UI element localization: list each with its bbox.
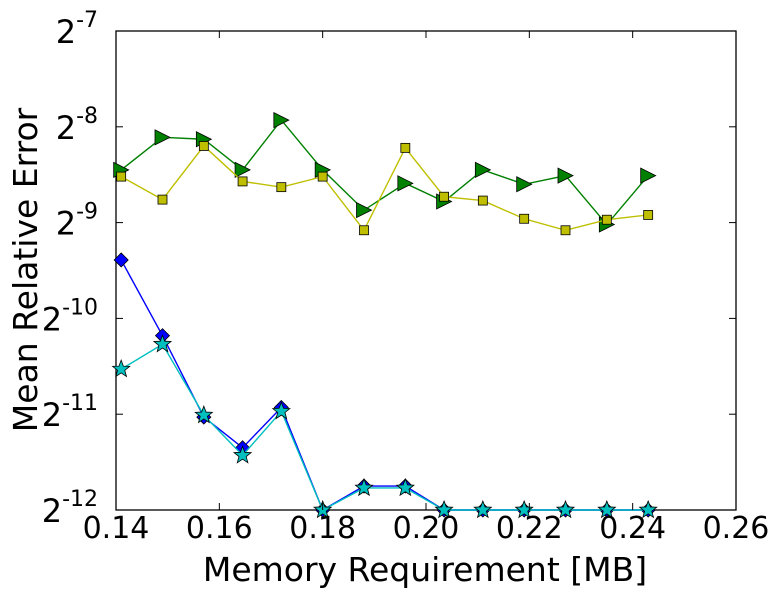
y-axis-ticks: 2-12 2-11 2-10 2-9 2-8 2-7: [42, 8, 736, 530]
x-axis-ticks: 0.14 0.16 0.18 0.20 0.22 0.24 0.26: [83, 31, 770, 546]
data-point-triangle: [356, 201, 373, 219]
data-point-triangle: [397, 175, 414, 192]
x-tick-label: 0.18: [289, 511, 356, 546]
data-point-diamond: [113, 252, 129, 268]
data-point-square: [400, 142, 411, 153]
data-point-square: [519, 213, 530, 224]
y-tick-label: 2-7: [56, 8, 98, 51]
data-point-star: [555, 499, 576, 519]
data-point-star: [232, 445, 253, 464]
series-4: [111, 334, 658, 519]
data-point-square: [601, 214, 612, 225]
data-point-star: [395, 477, 415, 497]
data-point-square: [317, 171, 328, 182]
data-point-star: [638, 499, 658, 519]
data-point-triangle: [474, 161, 492, 179]
data-point-star: [473, 499, 493, 519]
y-tick-label: 2-10: [42, 295, 98, 338]
x-tick-label: 0.14: [83, 511, 150, 546]
data-point-star: [514, 499, 534, 519]
data-point-triangle: [234, 161, 251, 179]
x-axis-label: Memory Requirement [MB]: [203, 550, 647, 589]
data-point-star: [271, 401, 291, 420]
data-point-triangle: [154, 129, 171, 146]
x-tick-label: 0.22: [496, 511, 563, 546]
series-layer: [111, 111, 658, 519]
data-point-triangle: [273, 111, 290, 129]
y-tick-label: 2-8: [56, 104, 98, 147]
x-tick-label: 0.20: [393, 511, 460, 546]
data-point-star: [194, 405, 214, 424]
x-tick-label: 0.26: [703, 511, 770, 546]
data-point-square: [237, 176, 248, 187]
series-2: [116, 141, 654, 236]
data-point-square: [477, 195, 488, 206]
x-tick-label: 0.16: [186, 511, 253, 546]
data-point-square: [359, 225, 369, 236]
series-line: [120, 144, 649, 232]
plot-border: [115, 30, 737, 511]
data-point-star: [111, 359, 131, 378]
data-point-square: [439, 191, 449, 202]
y-axis-label: Mean Relative Error: [6, 107, 45, 432]
data-point-triangle: [557, 167, 574, 184]
data-point-star: [434, 499, 454, 519]
data-point-square: [643, 210, 654, 220]
series-line: [120, 343, 649, 511]
data-point-square: [116, 171, 127, 182]
data-point-square: [198, 141, 209, 151]
plot-area: [115, 30, 737, 511]
y-tick-label: 2-9: [56, 200, 98, 243]
data-point-square: [276, 182, 287, 193]
x-tick-label: 0.24: [599, 511, 666, 546]
y-tick-label: 2-11: [42, 391, 98, 434]
data-point-triangle: [516, 176, 533, 193]
data-point-square: [560, 225, 571, 236]
data-point-star: [152, 334, 173, 353]
data-point-triangle: [640, 167, 657, 184]
y-tick-label: 2-12: [42, 487, 98, 530]
data-point-star: [597, 499, 617, 519]
data-point-star: [354, 477, 374, 497]
data-point-square: [157, 194, 168, 205]
